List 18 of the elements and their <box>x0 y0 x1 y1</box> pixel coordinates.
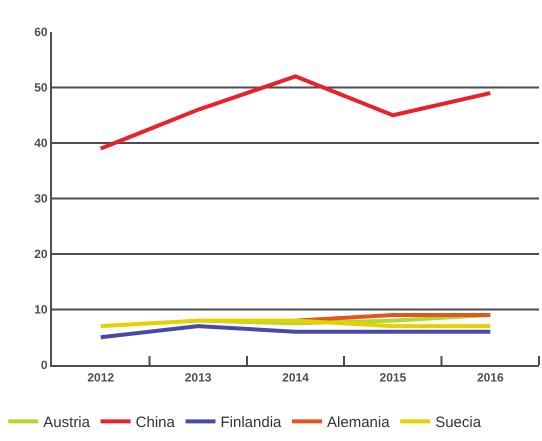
y-tick-label: 50 <box>34 80 48 95</box>
y-tick-label: 20 <box>34 247 48 262</box>
y-tick-label: 10 <box>34 302 48 317</box>
y-tick-label: 30 <box>34 192 48 206</box>
legend-label: Finlandia <box>220 414 282 432</box>
legend-label: Alemania <box>327 414 390 432</box>
y-tick-label: 60 <box>34 25 48 40</box>
legend-label: Austria <box>43 414 91 432</box>
line-series <box>98 74 492 151</box>
x-tick-label: 2014 <box>282 370 310 384</box>
y-tick-label: 40 <box>34 136 48 150</box>
y-tick-label: 0 <box>40 358 48 372</box>
legend-label: Suecia <box>435 414 482 432</box>
x-tick-label: 2013 <box>184 370 212 384</box>
legend-label: China <box>136 414 176 432</box>
x-tick-label: 2012 <box>87 370 114 384</box>
x-tick-label: 2016 <box>476 370 504 384</box>
x-tick-label: 2015 <box>380 370 407 384</box>
